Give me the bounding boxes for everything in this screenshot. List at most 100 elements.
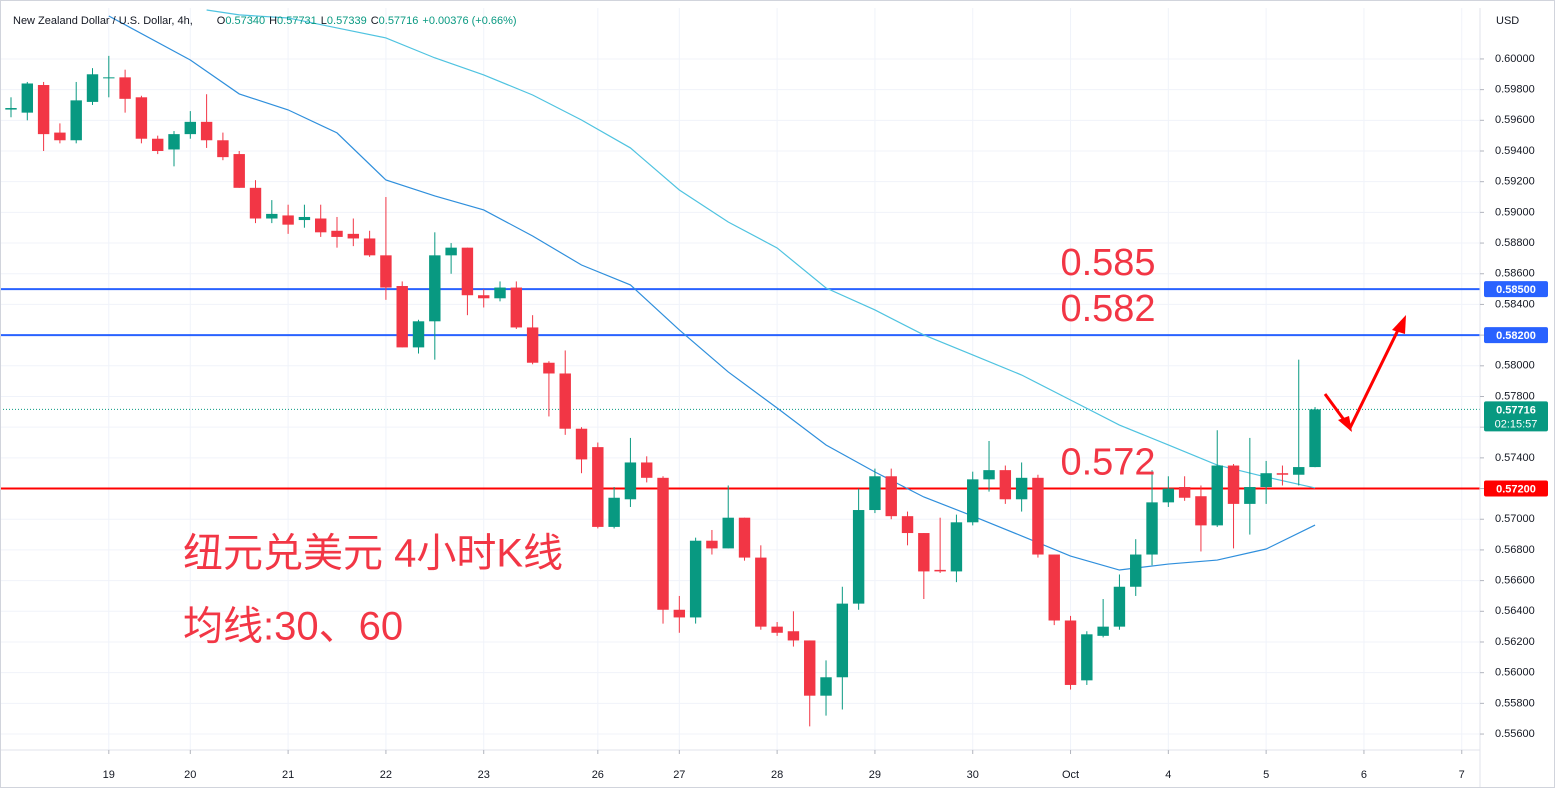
level-annotation: 0.572: [1060, 442, 1155, 484]
candle-body: [1146, 502, 1158, 555]
y-tick-label: 0.58600: [1495, 268, 1535, 280]
ohlc-value: 0.57339: [327, 15, 367, 27]
y-tick-label: 0.59000: [1495, 206, 1535, 218]
candle-body: [608, 497, 620, 527]
candle-body: [1276, 473, 1289, 475]
candle-body: [315, 218, 327, 233]
ohlc-key: H: [269, 15, 277, 27]
candle-body: [1097, 626, 1109, 636]
candle-body: [526, 327, 539, 363]
y-tick-label: 0.56200: [1495, 636, 1535, 648]
candle-body: [999, 470, 1012, 500]
candle-body: [217, 140, 229, 158]
y-tick-label: 0.57400: [1495, 452, 1535, 464]
candle-body: [885, 476, 897, 517]
candle-body: [1015, 477, 1028, 500]
arrow-head: [1392, 315, 1406, 334]
x-tick-label: 7: [1459, 769, 1465, 781]
countdown: 02:15:57: [1495, 418, 1538, 430]
level-annotation: 0.582: [1060, 288, 1155, 330]
candle-body: [738, 517, 751, 558]
x-tick-label: 5: [1263, 769, 1269, 781]
candle-body: [673, 609, 686, 618]
candle-body: [836, 603, 849, 678]
candle-body: [21, 83, 34, 113]
x-tick-label: 6: [1361, 769, 1367, 781]
moving-average: [206, 9, 1316, 489]
candle-body: [1309, 409, 1321, 468]
candle-body: [412, 321, 425, 348]
candle-body: [1081, 634, 1093, 681]
candle-body: [54, 132, 66, 141]
candle-body: [1130, 554, 1142, 587]
candle-body: [1293, 467, 1305, 475]
plot-area: [0, 9, 1480, 571]
change: +0.00376 (+0.66%): [422, 15, 516, 27]
y-tick-label: 0.56800: [1495, 544, 1535, 556]
level-label-box: [1484, 281, 1548, 298]
level-label-box: [1484, 327, 1548, 344]
level-label-box: [1484, 480, 1548, 497]
candle-body: [820, 677, 832, 696]
y-tick-label: 0.58000: [1495, 360, 1535, 372]
candle-body: [1227, 465, 1240, 504]
candle-body: [396, 286, 408, 348]
annotation: 均线:30、60: [183, 605, 403, 649]
level-annotation: 0.585: [1060, 242, 1155, 284]
candle-body: [249, 187, 262, 219]
candle-body: [918, 533, 930, 572]
level-label: 0.58200: [1496, 330, 1536, 342]
ohlc-value: 0.57731: [277, 15, 317, 27]
candle-body: [787, 631, 800, 641]
candle-body: [363, 238, 376, 256]
candle-body: [657, 477, 669, 610]
candle-body: [331, 230, 343, 237]
y-tick-label: 0.57800: [1495, 390, 1535, 402]
candle-body: [1113, 586, 1126, 627]
x-tick-label: 28: [771, 769, 783, 781]
ohlc-key: O: [217, 15, 226, 27]
candle-body: [967, 479, 979, 523]
candle-body: [559, 373, 571, 429]
candle-body: [1260, 473, 1272, 488]
moving-average: [108, 15, 1316, 571]
candle-body: [445, 247, 457, 256]
x-tick-label: 30: [967, 769, 979, 781]
x-tick-label: 21: [282, 769, 294, 781]
ohlc-value: 0.57340: [225, 15, 265, 27]
candle-body: [624, 462, 637, 500]
candle-body: [755, 557, 767, 627]
candle-body: [200, 121, 213, 141]
candle-body: [494, 287, 506, 299]
candle-body: [184, 121, 197, 135]
candle-body: [543, 362, 555, 374]
candle-body: [168, 134, 180, 150]
candle-body: [641, 462, 653, 478]
annotation: 纽元兑美元 4小时K线: [183, 532, 563, 576]
candle-body: [901, 516, 914, 534]
y-tick-label: 0.60000: [1495, 53, 1535, 65]
y-tick-label: 0.56600: [1495, 575, 1535, 587]
last-price-box: [1484, 401, 1548, 432]
candle-body: [119, 77, 131, 99]
y-tick-label: 0.55600: [1495, 728, 1535, 740]
y-tick-label: 0.56400: [1495, 605, 1535, 617]
y-tick-label: 0.59600: [1495, 114, 1535, 126]
currency: USD: [1496, 15, 1519, 27]
candle-body: [1162, 488, 1175, 503]
ohlc-key: C: [371, 15, 379, 27]
candles: [5, 55, 1321, 727]
candle-body: [282, 215, 294, 225]
candle-body: [1244, 487, 1256, 504]
ohlc-value: 0.57716: [379, 15, 419, 27]
candle-body: [1064, 620, 1077, 685]
candle-body: [429, 255, 441, 322]
candle-body: [934, 569, 946, 572]
symbol-title: New Zealand Dollar / U.S. Dollar, 4h,: [13, 15, 193, 27]
header: New Zealand Dollar / U.S. Dollar, 4h, O0.…: [13, 15, 517, 27]
candle-body: [771, 626, 783, 633]
candle-body: [1195, 496, 1207, 526]
candle-body: [950, 522, 963, 572]
y-tick-label: 0.58400: [1495, 298, 1535, 310]
